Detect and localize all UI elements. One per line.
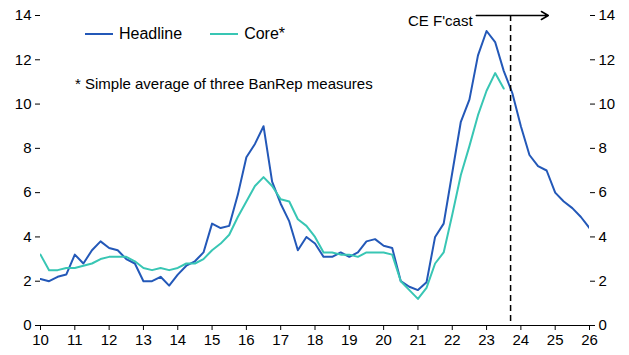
svg-text:8: 8 — [23, 139, 31, 156]
svg-text:13: 13 — [135, 331, 152, 348]
svg-text:CE F'cast: CE F'cast — [408, 12, 473, 29]
svg-text:23: 23 — [478, 331, 495, 348]
svg-text:4: 4 — [599, 228, 607, 245]
svg-text:0: 0 — [23, 316, 31, 333]
svg-text:4: 4 — [23, 228, 31, 245]
svg-text:10: 10 — [15, 95, 32, 112]
svg-text:15: 15 — [204, 331, 221, 348]
svg-text:0: 0 — [599, 316, 607, 333]
svg-text:21: 21 — [410, 331, 427, 348]
svg-text:2: 2 — [23, 272, 31, 289]
html-text:Headline: Headline — [119, 25, 183, 42]
svg-text:11: 11 — [67, 331, 83, 348]
svg-text:16: 16 — [238, 331, 255, 348]
svg-text:12: 12 — [599, 51, 616, 68]
svg-text:2: 2 — [599, 272, 607, 289]
svg-text:26: 26 — [581, 331, 598, 348]
svg-text:25: 25 — [547, 331, 564, 348]
svg-text:14: 14 — [599, 6, 616, 23]
svg-text:17: 17 — [272, 331, 289, 348]
svg-text:22: 22 — [444, 331, 461, 348]
svg-text:6: 6 — [599, 183, 607, 200]
svg-text:12: 12 — [101, 331, 118, 348]
svg-text:8: 8 — [599, 139, 607, 156]
svg-text:20: 20 — [375, 331, 392, 348]
svg-text:14: 14 — [169, 331, 186, 348]
svg-text:10: 10 — [32, 331, 49, 348]
html-text:* Simple average of three BanR: * Simple average of three BanRep measure… — [75, 75, 373, 92]
svg-text:24: 24 — [513, 331, 530, 348]
svg-text:10: 10 — [599, 95, 616, 112]
html-text:Core*: Core* — [244, 25, 286, 42]
svg-text:12: 12 — [15, 51, 32, 68]
svg-text:6: 6 — [23, 183, 31, 200]
svg-text:18: 18 — [307, 331, 324, 348]
svg-text:14: 14 — [15, 6, 32, 23]
svg-text:19: 19 — [341, 331, 358, 348]
